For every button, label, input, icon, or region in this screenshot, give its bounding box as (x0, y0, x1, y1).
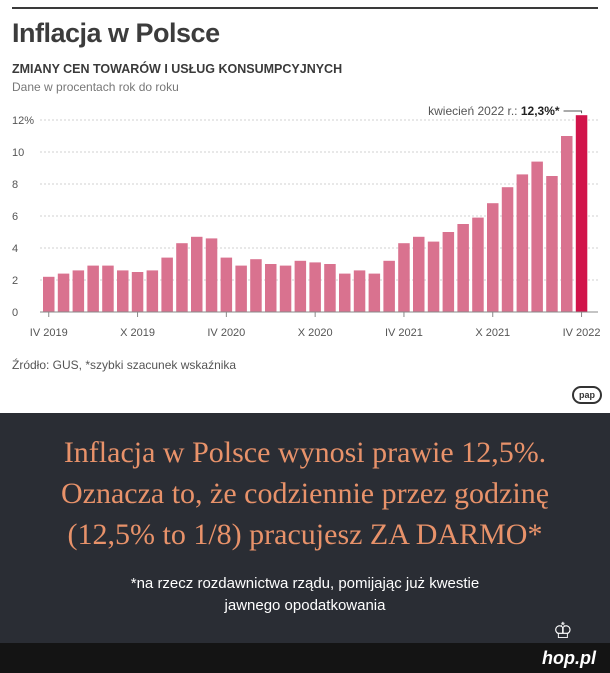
x-tick-label: IV 2020 (207, 327, 245, 339)
bar (43, 276, 55, 312)
bar (546, 176, 558, 312)
annotation-layer: kwiecień 2022 r.: 12,3%* (428, 104, 583, 118)
caption-line-2: Oznacza to, że codziennie przez godzinę (60, 477, 550, 510)
caption-line-3: (12,5% to 1/8) pracujesz ZA DARMO* (67, 518, 543, 551)
x-tick-label: X 2019 (120, 327, 155, 339)
bar (339, 273, 351, 312)
bar (383, 260, 395, 312)
bar (72, 270, 85, 312)
pap-logo: pap (572, 386, 602, 404)
chart-title: Inflacja w Polsce (12, 18, 220, 48)
bar (294, 260, 307, 312)
bar (87, 265, 99, 312)
bar (353, 270, 366, 312)
caption-note-line-1: *na rzecz rozdawnictwa rządu, pomijając … (130, 575, 480, 592)
bar (457, 224, 469, 312)
bar (176, 243, 188, 312)
y-tick-label: 4 (12, 243, 18, 255)
caption-main: Inflacja w Polsce wynosi prawie 12,5%. O… (0, 432, 610, 555)
annotation-leader (563, 110, 583, 114)
caption-note: *na rzecz rozdawnictwa rządu, pomijając … (0, 573, 610, 617)
x-tick-label: X 2021 (475, 327, 510, 339)
bar (561, 136, 573, 312)
site-watermark: hop.pl (542, 648, 596, 668)
bar (472, 217, 484, 312)
bar (516, 174, 529, 312)
annotation-label: kwiecień 2022 r.: (428, 104, 521, 118)
bar (117, 270, 129, 312)
bar (102, 265, 114, 312)
bar (324, 264, 336, 312)
inflation-bar-chart: 0 2 4 6 8 10 12% IV 2019 X 2019 IV 2020 X 2020 IV 2… (12, 104, 601, 339)
bar (235, 265, 247, 312)
unit-note: Dane w procentach rok do roku (12, 80, 179, 94)
bar (205, 238, 218, 312)
chart-source: Źródło: GUS, *szybki szacunek wskaźnika (12, 358, 237, 372)
bar (487, 203, 499, 312)
bar-layer (43, 115, 588, 312)
top-rule (12, 7, 598, 9)
bar (413, 236, 425, 312)
mascot-icon: ♔ (553, 618, 573, 643)
annotation-text: kwiecień 2022 r.: 12,3%* (428, 104, 560, 118)
bar (57, 273, 70, 312)
bar (265, 264, 277, 312)
bar (250, 259, 262, 312)
annotation-value: 12,3%* (521, 104, 560, 118)
bar (531, 161, 543, 312)
caption-line-1: Inflacja w Polsce wynosi prawie 12,5%. (63, 436, 547, 469)
y-tick-label: 8 (12, 179, 18, 191)
bar (131, 272, 144, 312)
bar (398, 243, 410, 312)
bar (368, 273, 381, 312)
x-tick-label: IV 2019 (30, 327, 68, 339)
chart-panel: Inflacja w Polsce ZMIANY CEN TOWARÓW I U… (0, 0, 610, 413)
bar (146, 270, 159, 312)
y-tick-label: 10 (12, 147, 24, 159)
y-tick-label: 2 (12, 275, 18, 287)
y-tick-label: 0 (12, 307, 18, 319)
y-tick-label: 12% (12, 115, 34, 127)
chart-subtitle: ZMIANY CEN TOWARÓW I USŁUG KONSUMPCYJNYC… (12, 62, 343, 76)
bar (575, 115, 588, 312)
bar (279, 265, 292, 312)
bar (220, 257, 233, 312)
bar (442, 232, 455, 312)
bar (501, 187, 514, 312)
footer-bar (0, 643, 610, 673)
axis-layer: 0 2 4 6 8 10 12% IV 2019 X 2019 IV 2020 X 2020 IV 2… (12, 115, 601, 339)
bar (161, 257, 173, 312)
y-tick-label: 6 (12, 211, 18, 223)
bar (427, 241, 440, 312)
caption-note-line-2: jawnego opodatkowania (224, 597, 386, 614)
x-tick-label: IV 2022 (563, 327, 601, 339)
bar (191, 236, 203, 312)
x-tick-label: X 2020 (298, 327, 333, 339)
x-tick-label: IV 2021 (385, 327, 423, 339)
bar (309, 262, 321, 312)
